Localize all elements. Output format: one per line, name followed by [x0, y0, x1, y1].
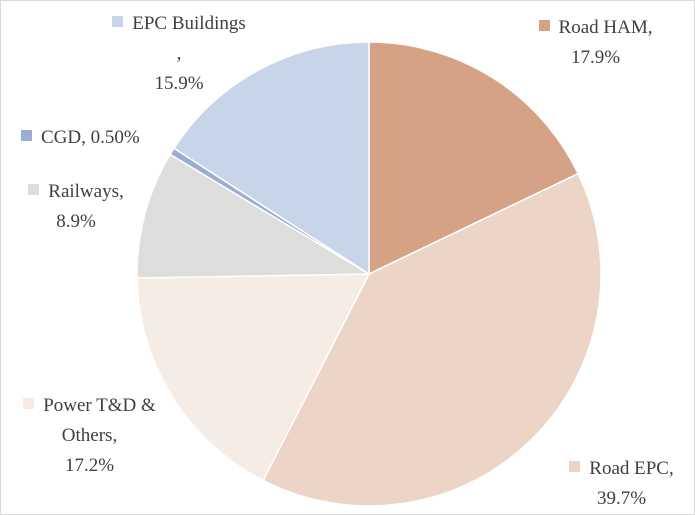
- category-name: Power T&D & Others,: [43, 395, 156, 446]
- data-label: Power T&D & Others, 17.2%: [17, 391, 162, 481]
- legend-marker: [28, 184, 40, 195]
- value-label: 8.9%: [56, 211, 96, 232]
- legend-marker: [538, 20, 550, 31]
- category-name: CGD,: [41, 127, 86, 148]
- category-name: Road HAM,: [558, 17, 653, 38]
- pie-slice: [136, 273, 371, 482]
- legend-marker: [21, 130, 32, 141]
- category-name: EPC Buildings ,: [132, 13, 246, 64]
- value-label: 17.9%: [570, 47, 621, 68]
- legend-marker: [112, 16, 124, 27]
- pie-slice: [136, 153, 372, 279]
- data-label: Railways, 8.9%: [17, 177, 135, 237]
- legend-marker: [23, 398, 35, 409]
- data-label: Road HAM, 17.9%: [513, 13, 678, 73]
- value-label: 17.2%: [64, 455, 115, 476]
- category-name: Road EPC,: [589, 458, 674, 479]
- value-label: 39.7%: [596, 488, 647, 509]
- data-label: Road EPC, 39.7%: [549, 454, 694, 514]
- category-name: Railways,: [48, 181, 124, 202]
- data-label: EPC Buildings , 15.9%: [109, 9, 249, 99]
- pie-slice: [172, 41, 370, 276]
- data-label: CGD, 0.50%: [21, 123, 231, 153]
- value-label: 15.9%: [154, 73, 204, 94]
- legend-marker: [569, 461, 581, 472]
- value-label: 0.50%: [90, 127, 140, 148]
- pie-slice: [262, 172, 602, 507]
- pie-slice: [368, 41, 580, 276]
